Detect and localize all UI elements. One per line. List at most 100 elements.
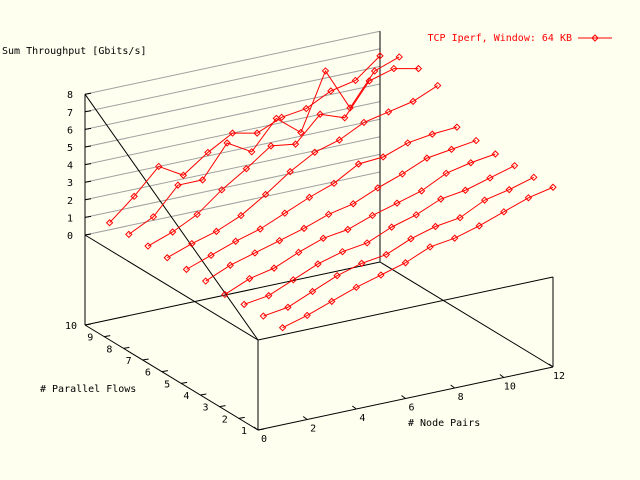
grid-line-z-5: [84, 83, 381, 148]
series-line-flows-3: [243, 165, 515, 305]
point-flows-7-pairs-2: [188, 239, 196, 248]
z-tick-label-5: 5: [67, 143, 73, 154]
point-flows-8-pairs-8: [316, 110, 324, 118]
point-flows-1-pairs-12: [549, 183, 557, 191]
point-flows-9-pairs-5: [223, 139, 231, 147]
top-diagonal: [84, 93, 259, 341]
y-tick-label-2: 3: [203, 403, 209, 414]
point-flows-7-pairs-7: [311, 148, 319, 156]
y-tick-label-0: 1: [241, 426, 247, 437]
series-flows-4: [221, 150, 500, 299]
series-flows-6: [182, 123, 461, 274]
y-tick-label-8: 9: [87, 333, 93, 344]
point-flows-1-pairs-4: [352, 283, 361, 292]
point-flows-6-pairs-2: [207, 251, 215, 260]
point-flows-8-pairs-1: [144, 242, 152, 250]
y-tick-4: [181, 381, 188, 384]
point-flows-9-pairs-12: [395, 53, 403, 61]
y-axis-line: [84, 324, 259, 431]
chart-axes: [84, 31, 554, 431]
x-tick-6: [548, 363, 554, 368]
grid-line-z-8: [84, 30, 381, 95]
point-flows-10-pairs-6: [228, 129, 237, 137]
series-flows-3: [240, 161, 519, 309]
point-flows-9-pairs-1: [125, 230, 133, 239]
point-flows-3-pairs-10: [461, 186, 470, 194]
point-flows-2-pairs-4: [333, 271, 341, 280]
floor-front-edge: [257, 276, 554, 341]
z-tick-6: [84, 127, 92, 130]
point-flows-8-pairs-3: [193, 210, 201, 219]
point-flows-6-pairs-12: [453, 123, 461, 131]
point-flows-6-pairs-5: [281, 209, 289, 217]
point-flows-5-pairs-9: [398, 170, 407, 178]
x-tick-label-5: 10: [504, 382, 516, 393]
y-tick-5: [161, 370, 168, 373]
point-flows-1-pairs-10: [500, 208, 508, 216]
point-flows-6-pairs-4: [256, 225, 264, 233]
z-tick-8: [84, 92, 92, 95]
point-flows-9-pairs-3: [174, 181, 182, 189]
point-flows-7-pairs-8: [335, 136, 344, 144]
y-tick-label-7: 8: [106, 344, 112, 355]
point-flows-5-pairs-7: [349, 200, 357, 208]
point-flows-3-pairs-6: [363, 239, 371, 247]
point-flows-4-pairs-6: [344, 225, 352, 234]
point-flows-9-pairs-8: [297, 128, 305, 137]
point-flows-3-pairs-11: [486, 174, 494, 182]
x-tick-label-4: 8: [458, 392, 464, 403]
y-tick-label-1: 2: [222, 414, 228, 425]
point-flows-2-pairs-12: [530, 173, 538, 182]
point-flows-4-pairs-9: [417, 187, 426, 195]
z-axis-label: Sum Throughput [Gbits/s]: [2, 46, 147, 57]
x-tick-label-0: 0: [261, 434, 267, 445]
z-tick-2: [84, 198, 92, 201]
point-flows-3-pairs-7: [387, 223, 396, 231]
point-flows-4-pairs-8: [393, 199, 401, 207]
point-flows-4-pairs-12: [491, 150, 500, 158]
point-flows-8-pairs-11: [390, 64, 398, 73]
point-flows-7-pairs-6: [286, 167, 294, 176]
x-tick-0: [253, 426, 259, 431]
point-flows-3-pairs-1: [240, 300, 248, 309]
point-flows-9-pairs-9: [321, 67, 330, 75]
point-flows-7-pairs-11: [409, 97, 417, 106]
legend: TCP Iperf, Window: 64 KB: [428, 33, 612, 44]
series-flows-7: [163, 81, 442, 262]
point-flows-1-pairs-8: [450, 234, 459, 242]
point-flows-7-pairs-12: [433, 81, 442, 90]
point-flows-7-pairs-10: [384, 108, 393, 116]
point-flows-4-pairs-7: [368, 211, 377, 220]
point-flows-2-pairs-10: [480, 196, 489, 204]
series-line-flows-1: [282, 186, 554, 329]
z-tick-5: [84, 145, 92, 148]
z-tick-0: [84, 233, 92, 236]
x-tick-2: [352, 405, 357, 410]
point-flows-6-pairs-8: [354, 160, 363, 168]
point-flows-3-pairs-5: [338, 247, 347, 256]
point-flows-5-pairs-11: [447, 145, 456, 154]
y-tick-label-3: 4: [183, 391, 189, 402]
point-flows-7-pairs-4: [237, 211, 245, 220]
point-flows-10-pairs-1: [105, 219, 114, 227]
y-tick-label-9: 10: [65, 321, 77, 332]
floor-left-edge: [84, 234, 259, 341]
point-flows-4-pairs-2: [245, 274, 254, 283]
point-flows-6-pairs-1: [182, 265, 191, 274]
series-flows-1: [278, 183, 557, 332]
y-tick-label-4: 5: [164, 379, 170, 390]
x-tick-1: [302, 416, 308, 420]
point-flows-6-pairs-10: [404, 139, 412, 147]
point-flows-3-pairs-3: [289, 276, 298, 284]
point-flows-8-pairs-5: [242, 165, 251, 173]
point-flows-4-pairs-3: [270, 264, 278, 272]
point-flows-6-pairs-7: [330, 179, 338, 188]
y-tick-label-6: 7: [126, 356, 132, 367]
z-tick-label-8: 8: [67, 90, 73, 101]
grid-line-z-7: [84, 48, 381, 113]
series-flows-2: [259, 173, 538, 320]
point-flows-2-pairs-5: [357, 259, 366, 268]
point-flows-8-pairs-7: [291, 140, 300, 148]
grid-line-z-1: [84, 153, 381, 218]
